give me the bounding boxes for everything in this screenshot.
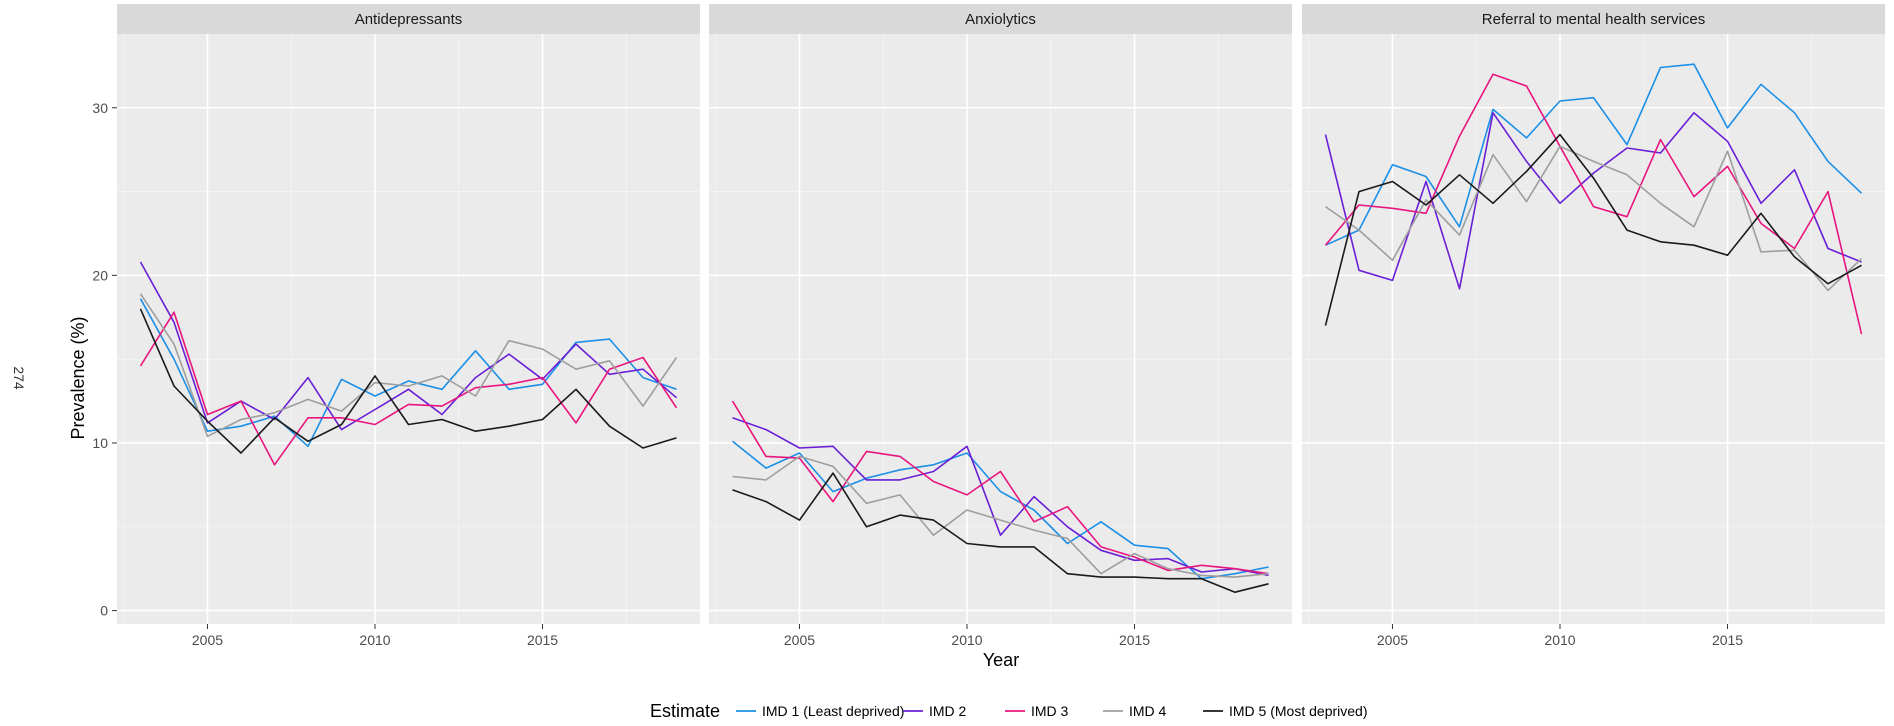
legend-item-imd-3: IMD 3 bbox=[1005, 703, 1069, 719]
series-line-imd-3 bbox=[139, 311, 678, 466]
series-line-imd-2 bbox=[732, 417, 1269, 577]
x-tick-label: 2015 bbox=[1712, 632, 1743, 648]
panel-strip bbox=[117, 4, 700, 34]
y-tick-label: 0 bbox=[100, 603, 108, 619]
chart-panels: Antidepressants 2005 2010 2015 0 10 20 30 Anxiol… bbox=[92, 4, 1885, 648]
legend-label: IMD 3 bbox=[1031, 703, 1069, 719]
y-tick-label: 20 bbox=[92, 267, 108, 283]
legend-label: IMD 1 (Least deprived) bbox=[762, 703, 904, 719]
x-tick-label: 2010 bbox=[1544, 632, 1575, 648]
panel-title: Referral to mental health services bbox=[1482, 11, 1705, 28]
legend-item-imd-1-least-deprived: IMD 1 (Least deprived) bbox=[736, 703, 904, 719]
x-axis-title: Year bbox=[983, 650, 1019, 670]
series-line-imd-4 bbox=[1325, 145, 1863, 292]
legend-item-imd-5-most-deprived: IMD 5 (Most deprived) bbox=[1203, 703, 1367, 719]
x-tick-label: 2010 bbox=[359, 632, 390, 648]
series-line-imd-3 bbox=[1324, 73, 1863, 335]
y-tick-label: 10 bbox=[92, 435, 108, 451]
y-tick-label: 30 bbox=[92, 100, 108, 116]
x-tick-label: 2010 bbox=[951, 632, 982, 648]
series-line-imd-4 bbox=[732, 455, 1269, 578]
x-tick-label: 2015 bbox=[1119, 632, 1150, 648]
series-line-imd-5-most-deprived bbox=[732, 472, 1269, 594]
x-tick-label: 2005 bbox=[784, 632, 815, 648]
legend-title: Estimate bbox=[650, 701, 720, 721]
legend-item-imd-2: IMD 2 bbox=[903, 703, 967, 719]
legend-label: IMD 4 bbox=[1129, 703, 1167, 719]
panel-referral-to-mental-health-services: Referral to mental health services 2005 20… bbox=[1302, 4, 1885, 648]
x-tick-label: 2015 bbox=[527, 632, 558, 648]
panel-strip bbox=[709, 4, 1292, 34]
panel-background bbox=[1302, 34, 1885, 624]
series-line-imd-1-least-deprived bbox=[732, 440, 1269, 580]
panel-title: Antidepressants bbox=[355, 11, 463, 28]
legend-label: IMD 5 (Most deprived) bbox=[1229, 703, 1367, 719]
panel-background bbox=[709, 34, 1292, 624]
x-tick-label: 2005 bbox=[1377, 632, 1408, 648]
y-axis-title: Prevalence (%) bbox=[68, 316, 88, 439]
series-line-imd-4 bbox=[139, 293, 678, 438]
series-line-imd-5-most-deprived bbox=[1324, 133, 1862, 326]
panel-strip bbox=[1302, 4, 1885, 34]
series-line-imd-1-least-deprived bbox=[139, 298, 677, 448]
series-line-imd-2 bbox=[139, 261, 678, 431]
series-line-imd-5-most-deprived bbox=[139, 308, 677, 454]
panel-background bbox=[117, 34, 700, 624]
legend: Estimate IMD 1 (Least deprived) IMD 2 IMD 3… bbox=[650, 701, 1367, 721]
legend-item-imd-4: IMD 4 bbox=[1103, 703, 1167, 719]
series-line-imd-3 bbox=[731, 400, 1269, 575]
panel-antidepressants: Antidepressants 2005 2010 2015 0 10 20 30 bbox=[92, 4, 700, 648]
legend-label: IMD 2 bbox=[929, 703, 967, 719]
panel-anxiolytics: Anxiolytics 2005 2010 2015 bbox=[709, 4, 1292, 648]
series-line-imd-2 bbox=[1324, 112, 1862, 290]
panel-title: Anxiolytics bbox=[965, 11, 1036, 28]
series-line-imd-1-least-deprived bbox=[1325, 63, 1863, 246]
side-page-number: 274 bbox=[11, 366, 27, 390]
x-tick-label: 2005 bbox=[192, 632, 223, 648]
